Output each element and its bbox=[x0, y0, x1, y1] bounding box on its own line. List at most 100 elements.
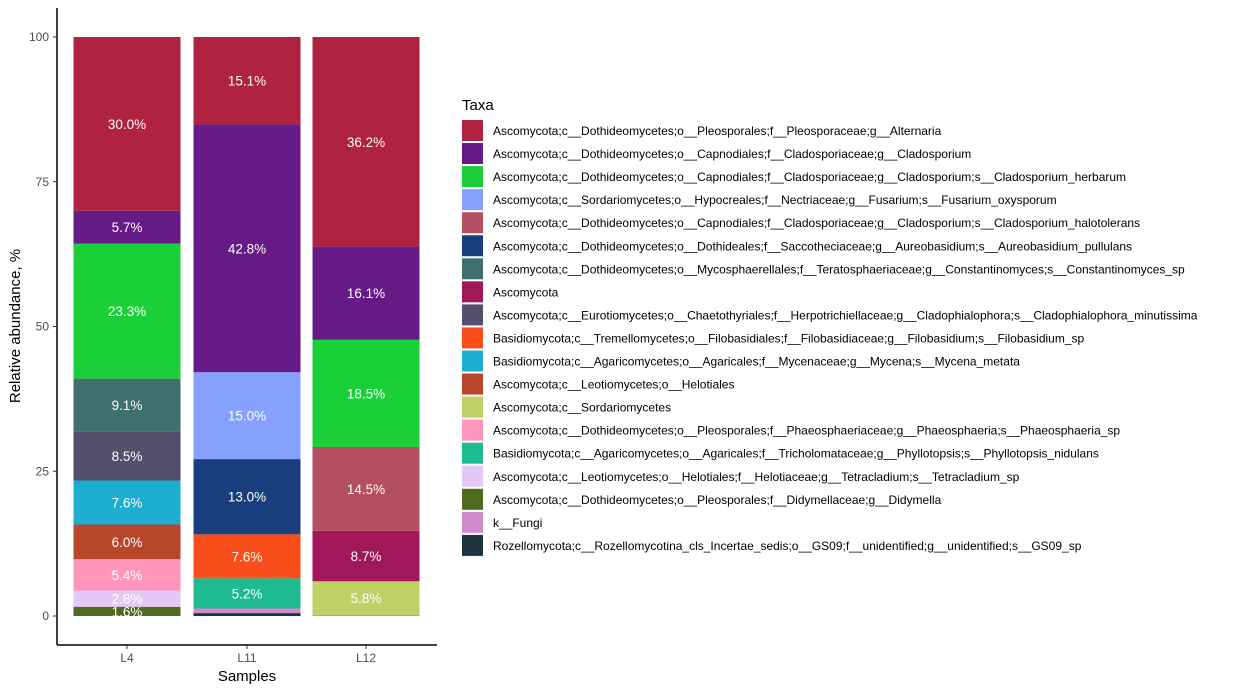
legend-label: Ascomycota;c__Leotiomycetes;o__Helotiale… bbox=[493, 470, 1020, 484]
bar-segment bbox=[73, 378, 181, 432]
bar-segment bbox=[312, 246, 420, 340]
bar-segment bbox=[193, 613, 301, 616]
bar-segment bbox=[312, 530, 420, 582]
bar-data-label: 5.4% bbox=[112, 568, 143, 583]
bar-data-label: 15.0% bbox=[228, 409, 266, 424]
legend-swatch bbox=[462, 373, 483, 395]
legend-label: Ascomycota;c__Dothideomycetes;o__Mycosph… bbox=[493, 262, 1185, 276]
bar-segment bbox=[73, 480, 181, 525]
legend-label: Basidiomycota;c__Tremellomycetes;o__Filo… bbox=[493, 331, 1085, 345]
x-tick-label: L11 bbox=[237, 651, 256, 665]
legend-swatch bbox=[462, 350, 483, 372]
legend-swatch bbox=[462, 235, 483, 257]
bar-segment bbox=[312, 446, 420, 531]
bar-segment bbox=[193, 459, 301, 535]
legend-label: Ascomycota;c__Dothideomycetes;o__Pleospo… bbox=[493, 493, 942, 507]
legend-label: Ascomycota;c__Dothideomycetes;o__Pleospo… bbox=[493, 424, 1120, 438]
bar-segment bbox=[73, 431, 181, 481]
bar-segment bbox=[193, 534, 301, 579]
bar-data-label: 30.0% bbox=[108, 117, 146, 132]
bar-segment bbox=[312, 581, 420, 615]
legend-label: Ascomycota;c__Dothideomycetes;o__Capnodi… bbox=[493, 216, 1140, 230]
bar-segment bbox=[73, 559, 181, 591]
legend-swatch bbox=[462, 166, 483, 188]
legend-label: Ascomycota;c__Dothideomycetes;o__Capnodi… bbox=[493, 170, 1126, 184]
y-tick-label: 75 bbox=[36, 175, 50, 189]
legend-label: Ascomycota bbox=[493, 285, 559, 299]
legend-items: Ascomycota;c__Dothideomycetes;o__Pleospo… bbox=[462, 120, 1198, 556]
bar-data-label: 36.2% bbox=[347, 135, 385, 150]
legend-swatch bbox=[462, 396, 483, 418]
legend-swatch bbox=[462, 258, 483, 280]
legend-swatch bbox=[462, 534, 483, 556]
bar-segment bbox=[73, 243, 181, 379]
bar-data-label: 8.7% bbox=[351, 549, 382, 564]
bar-data-label: 5.7% bbox=[112, 220, 143, 235]
legend-swatch bbox=[462, 327, 483, 349]
legend-label: Ascomycota;c__Dothideomycetes;o__Dothide… bbox=[493, 239, 1132, 253]
y-tick-label: 25 bbox=[36, 464, 50, 478]
legend-label: Ascomycota;c__Leotiomycetes;o__Helotiale… bbox=[493, 378, 734, 392]
x-axis-title: Samples bbox=[218, 668, 276, 685]
legend-label: Basidiomycota;c__Agaricomycetes;o__Agari… bbox=[493, 447, 1099, 461]
bar-data-label: 18.5% bbox=[347, 386, 385, 401]
legend-swatch bbox=[462, 189, 483, 211]
y-tick-label: 50 bbox=[36, 320, 50, 334]
bar-segment bbox=[73, 524, 181, 560]
legend-label: Ascomycota;c__Sordariomycetes bbox=[493, 401, 671, 415]
x-tick-label: L12 bbox=[356, 651, 376, 665]
legend-swatch bbox=[462, 281, 483, 303]
legend-swatch bbox=[462, 465, 483, 487]
bar-segment bbox=[73, 606, 181, 616]
legend-swatch bbox=[462, 143, 483, 165]
legend-swatch bbox=[462, 419, 483, 441]
legend-swatch bbox=[462, 511, 483, 533]
bar-data-label: 9.1% bbox=[112, 398, 143, 413]
legend-swatch bbox=[462, 488, 483, 510]
legend-label: Ascomycota;c__Dothideomycetes;o__Capnodi… bbox=[493, 147, 971, 161]
segment-labels-group: 1.6%2.8% 5.4% 6.0% 7.6% 8.5% 9.1% 23.3% 5.7% 30.… bbox=[108, 74, 385, 620]
legend-label: k__Fungi bbox=[493, 516, 542, 530]
axes-group: 0 25 50 75 100 L4 L11 L12 bbox=[29, 8, 437, 665]
bar-data-label: 42.8% bbox=[228, 241, 266, 256]
legend-swatch bbox=[462, 212, 483, 234]
bar-segment bbox=[73, 210, 181, 244]
bar-data-label: 23.3% bbox=[108, 304, 146, 319]
x-tick-label: L4 bbox=[120, 651, 134, 665]
legend-label: Ascomycota;c__Sordariomycetes;o__Hypocre… bbox=[493, 193, 1057, 207]
bar-data-label: 16.1% bbox=[347, 286, 385, 301]
bar-data-label: 5.8% bbox=[351, 591, 382, 606]
bar-segment bbox=[312, 37, 420, 247]
legend-swatch bbox=[462, 304, 483, 326]
legend: Taxa Ascomycota;c__Dothideomycetes;o__Pl… bbox=[462, 97, 1198, 556]
bars-group bbox=[73, 37, 420, 616]
bar-segment bbox=[193, 608, 301, 614]
bar-segment bbox=[73, 590, 181, 607]
bar-data-label: 1.6% bbox=[112, 604, 143, 619]
legend-swatch bbox=[462, 442, 483, 464]
bar-segment bbox=[312, 614, 420, 616]
bar-segment bbox=[193, 372, 301, 460]
bar-segment bbox=[193, 124, 301, 373]
y-tick-label: 0 bbox=[42, 609, 49, 623]
bar-data-label: 7.6% bbox=[112, 496, 143, 511]
legend-swatch bbox=[462, 120, 483, 141]
bar-segment bbox=[73, 37, 181, 211]
legend-label: Rozellomycota;c__Rozellomycotina_cls_Inc… bbox=[493, 539, 1082, 553]
bar-data-label: 15.1% bbox=[228, 74, 266, 89]
bar-data-label: 8.5% bbox=[112, 449, 143, 464]
bar-data-label: 2.8% bbox=[112, 592, 143, 607]
bar-segment bbox=[193, 578, 301, 609]
legend-title: Taxa bbox=[462, 97, 494, 114]
bar-data-label: 7.6% bbox=[232, 549, 263, 564]
legend-label: Ascomycota;c__Eurotiomycetes;o__Chaetoth… bbox=[493, 308, 1198, 322]
bar-segment bbox=[193, 37, 301, 125]
bar-data-label: 6.0% bbox=[112, 535, 143, 550]
legend-label: Ascomycota;c__Dothideomycetes;o__Pleospo… bbox=[493, 124, 942, 138]
bar-data-label: 5.2% bbox=[232, 586, 263, 601]
bar-data-label: 14.5% bbox=[347, 482, 385, 497]
bar-data-label: 13.0% bbox=[228, 490, 266, 505]
legend-label: Basidiomycota;c__Agaricomycetes;o__Agari… bbox=[493, 355, 1020, 369]
y-axis-title: Relative abundance, % bbox=[7, 249, 24, 403]
